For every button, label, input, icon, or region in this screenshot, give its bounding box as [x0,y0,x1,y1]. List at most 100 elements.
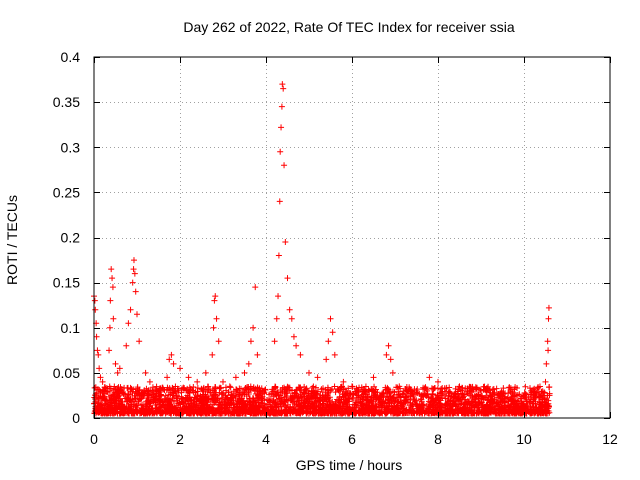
data-point [204,389,211,396]
data-point [138,391,145,398]
data-point [93,333,100,340]
data-point [250,324,257,331]
data-point [142,410,149,417]
data-point [242,401,249,408]
x-tick-label: 10 [516,431,532,447]
data-point [251,409,258,416]
data-point [346,390,353,397]
data-point [136,338,143,345]
x-axis-ticks: 0 2 4 6 8 10 12 [90,57,618,447]
data-point [149,384,156,391]
data-point [178,389,185,396]
data-point [279,81,286,88]
data-point [199,395,206,402]
data-point [134,311,140,318]
data-point [343,399,350,406]
data-point [201,409,208,416]
data-point [439,410,446,417]
data-point [389,388,396,395]
data-point [156,396,163,403]
data-point [448,402,455,409]
data-point [313,395,320,402]
data-point [271,384,278,391]
data-point [201,404,208,411]
data-point [132,288,139,295]
data-point [195,400,202,407]
data-point [353,392,360,399]
data-point [303,410,310,417]
data-point [164,404,171,411]
data-point [417,396,424,403]
data-point [112,386,119,393]
data-point [239,395,246,402]
data-point [442,395,449,402]
data-point [157,398,164,405]
data-point [389,369,396,376]
data-point [273,410,280,417]
data-point [459,386,466,393]
data-point [271,401,278,408]
data-point [303,398,310,405]
data-point [522,383,529,390]
data-point [386,399,393,406]
data-point [241,391,248,398]
data-point [349,383,355,390]
data-point [231,392,238,399]
data-point [176,408,183,415]
data-point [451,396,458,403]
data-point [226,383,233,390]
data-point [228,396,235,403]
data-point [117,410,124,417]
data-point [257,400,264,407]
data-point [507,395,514,402]
data-point [390,395,397,402]
data-point [382,384,389,391]
data-point [143,398,150,405]
data-point [447,410,454,417]
data-point [506,410,513,417]
data-point [527,404,534,411]
data-point [252,284,259,291]
data-point [431,401,438,408]
y-tick-label: 0.4 [61,49,81,65]
y-tick-label: 0.05 [53,365,80,381]
data-point [324,401,331,408]
data-point [131,270,138,277]
data-point [384,408,391,415]
data-point [278,103,285,110]
data-point [283,406,290,413]
data-point [410,395,417,402]
data-point [177,365,183,372]
data-point [488,393,495,400]
data-point [536,383,543,390]
data-point [372,386,379,393]
data-point [545,405,552,412]
data-point [124,398,131,405]
data-point [407,387,414,394]
data-point [242,410,249,417]
data-point [223,387,230,394]
data-point [180,384,187,391]
data-point [420,384,427,391]
data-point [241,369,248,376]
data-point [282,386,289,393]
data-point [365,398,372,405]
data-point [449,403,456,410]
data-point [174,397,181,404]
data-point [213,315,220,322]
data-point [332,402,339,409]
data-point [485,396,492,403]
data-point [146,378,153,385]
data-point [476,386,483,393]
data-point [468,387,475,394]
data-point [106,347,113,354]
data-point [225,410,232,417]
data-point [473,403,480,410]
data-point [101,390,108,397]
data-point [447,397,454,404]
data-point [182,387,189,394]
data-point [283,393,290,400]
data-point [331,403,338,410]
data-point [153,410,160,417]
y-tick-label: 0.35 [53,94,80,110]
